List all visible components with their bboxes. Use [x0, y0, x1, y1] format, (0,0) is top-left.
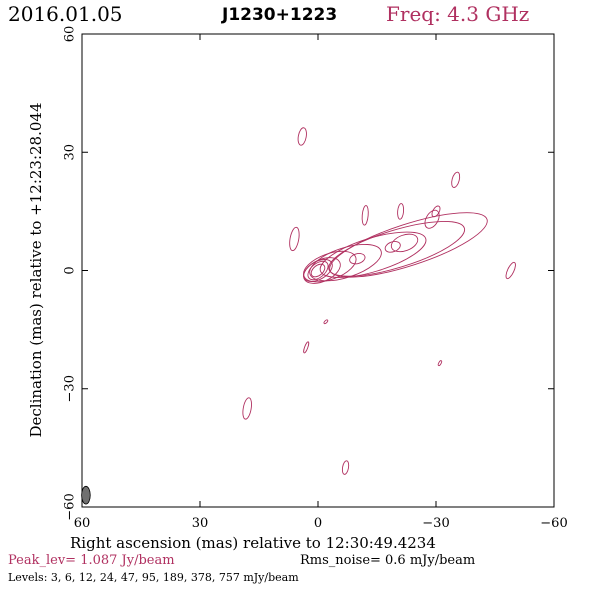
- jet-contour: [328, 221, 466, 277]
- jet-contour: [361, 205, 369, 226]
- x-axis-label: Right ascension (mas) relative to 12:30:…: [70, 534, 436, 552]
- noise-contour: [505, 261, 516, 280]
- beam-ellipse: [81, 485, 91, 505]
- noise-contour: [303, 341, 310, 354]
- rms-noise: Rms_noise= 0.6 mJy/beam: [300, 553, 476, 568]
- jet-contour: [431, 205, 441, 218]
- x-tick-label: 0: [314, 516, 322, 531]
- jet-contour: [303, 250, 357, 283]
- y-tick-label: 60: [63, 26, 78, 43]
- y-tick-label: 30: [63, 144, 78, 161]
- noise-contour: [297, 127, 307, 146]
- x-tick-label: −30: [422, 516, 449, 531]
- noise-contour: [341, 460, 350, 475]
- frequency-label: Freq: 4.3 GHz: [386, 2, 530, 26]
- noise-contour: [323, 319, 329, 325]
- contour-levels: Levels: 3, 6, 12, 24, 47, 95, 189, 378, …: [8, 571, 299, 584]
- jet-contour: [424, 209, 440, 229]
- x-tick-label: 30: [192, 516, 209, 531]
- jet-contour: [384, 241, 401, 253]
- observation-date: 2016.01.05: [8, 2, 123, 26]
- y-tick-label: 0: [63, 266, 78, 274]
- x-tick-label: −60: [540, 516, 567, 531]
- x-tick-label: 60: [74, 516, 91, 531]
- jet-contour: [310, 263, 326, 278]
- jet-contour: [319, 231, 427, 278]
- y-tick-label: −30: [63, 375, 78, 402]
- source-name: J1230+1223: [222, 5, 338, 25]
- jet-contour: [349, 253, 366, 265]
- y-tick-label: −60: [63, 493, 78, 520]
- plot-frame: [81, 33, 555, 508]
- noise-contour: [437, 360, 443, 367]
- peak-level: Peak_lev= 1.087 Jy/beam: [8, 553, 175, 568]
- jet-contour: [390, 233, 419, 253]
- jet-contour: [307, 260, 329, 281]
- noise-contour: [242, 397, 252, 420]
- jet-contour: [329, 212, 488, 278]
- jet-contour: [397, 203, 405, 220]
- noise-contour: [289, 226, 300, 252]
- noise-contour: [451, 171, 461, 188]
- y-axis-label: Declination (mas) relative to +12:23:28.…: [27, 102, 45, 438]
